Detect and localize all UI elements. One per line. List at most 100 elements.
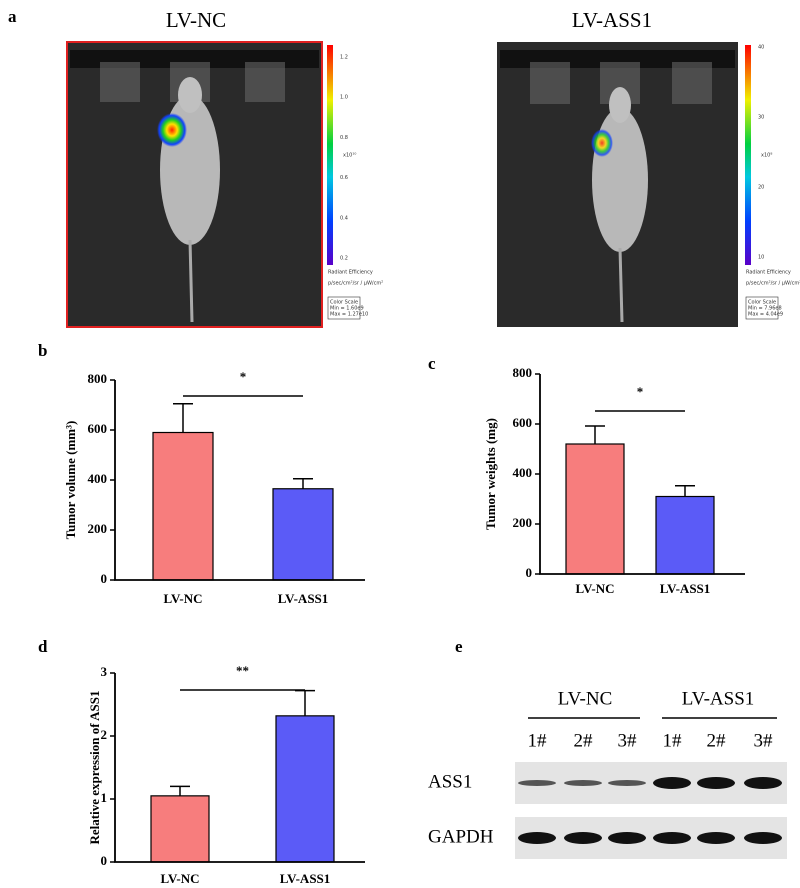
band [564,832,602,844]
band [608,832,646,844]
y-tick-label: 400 [88,471,108,486]
lane-label: 3# [618,730,638,751]
colorbar-unit: p/sec/cm²/sr / μW/cm² [746,281,800,287]
image-title: LV-NC [166,8,226,32]
error-bar [585,425,605,444]
x-tick-label: LV-NC [575,581,614,596]
bar [565,443,625,575]
panel-label: c [428,354,436,373]
y-tick-label: 800 [88,371,108,386]
colorbar-tick: 0.8 [340,135,348,141]
y-axis-label: Tumor volume (mm³) [63,421,78,540]
row-label: ASS1 [428,771,472,792]
y-tick-label: 800 [513,365,533,380]
colorbar-tick: 30 [758,115,764,121]
y-tick-label: 600 [513,415,533,430]
bar [272,488,334,581]
y-tick-label: 3 [101,664,108,679]
y-tick-label: 200 [513,515,533,530]
band [744,777,782,789]
panel-label: a [8,7,17,26]
colorbar-tick: 20 [758,185,764,191]
error-bar [293,478,313,489]
imaging-left [66,41,323,328]
colorbar-tick: 0.4 [340,215,348,221]
colorbar-tick: 40 [758,45,764,51]
bar [655,495,715,575]
x-tick-label: LV-ASS1 [278,591,329,606]
band [697,777,735,789]
error-bar [295,689,315,716]
scale-box-text: Min = 1.60e9 [330,306,364,312]
bar [152,431,214,581]
lane-label: 2# [574,730,594,751]
y-tick-label: 600 [88,421,108,436]
colorbar-exponent: x10⁸ [761,153,772,159]
y-tick-label: 400 [513,465,533,480]
y-tick-label: 200 [88,521,108,536]
band [697,832,735,844]
colorbar [327,45,333,265]
colorbar-tick: 10 [758,255,764,261]
axes [114,380,365,581]
axes [114,673,365,863]
axes [539,374,745,575]
band [653,832,691,844]
band [653,777,691,789]
scale-box-text: Color Scale [330,300,358,306]
lane-label: 3# [754,730,774,751]
lane-label: 1# [528,730,548,751]
colorbar-unit: p/sec/cm²/sr / μW/cm² [328,281,383,287]
lane-label: 1# [663,730,683,751]
panel-label: e [455,637,463,656]
y-axis-label: Relative expression of ASS1 [87,691,102,845]
group-label: LV-NC [558,688,613,709]
x-tick-label: LV-ASS1 [280,871,331,886]
y-axis-label: Tumor weights (mg) [483,418,498,530]
band [518,832,556,844]
y-tick-label: 2 [101,727,108,742]
imaging-right [497,42,738,327]
lane-label: 2# [707,730,727,751]
x-tick-label: LV-ASS1 [660,581,711,596]
bar [275,715,335,863]
group-label: LV-ASS1 [682,688,755,709]
colorbar-unit-title: Radiant Efficiency [328,270,373,276]
scale-box [745,296,779,320]
colorbar-exponent: x10¹⁰ [343,153,356,159]
colorbar-unit-title: Radiant Efficiency [746,270,791,276]
error-bar [173,403,193,433]
scale-box-text: Max = 1.27e10 [330,312,368,318]
colorbar-tick: 0.6 [340,175,348,181]
scale-box-text: Max = 4.04e9 [748,312,783,318]
panel-label: d [38,637,48,656]
y-tick-label: 0 [101,571,108,586]
band [518,780,556,786]
blot-strip [515,762,787,804]
bar [150,795,210,863]
significance: ** [236,663,249,678]
image-title: LV-ASS1 [572,8,652,32]
y-tick-label: 0 [101,853,108,868]
colorbar [745,45,751,265]
x-tick-label: LV-NC [160,871,199,886]
row-label: GAPDH [428,826,494,847]
error-bar [675,485,695,497]
band [744,832,782,844]
y-tick-label: 1 [101,790,108,805]
x-tick-label: LV-NC [163,591,202,606]
colorbar-tick: 0.2 [340,256,348,262]
band [608,780,646,786]
scale-box [327,296,361,320]
significance: * [637,384,644,399]
panel-label: b [38,341,47,360]
y-tick-label: 0 [526,565,533,580]
scale-box-text: Color Scale [748,300,776,306]
colorbar-tick: 1.0 [340,95,348,101]
significance: * [240,369,247,384]
blot-strip [515,817,787,859]
band [564,780,602,786]
scale-box-text: Min = 7.96e8 [748,306,782,312]
colorbar-tick: 1.2 [340,55,348,61]
